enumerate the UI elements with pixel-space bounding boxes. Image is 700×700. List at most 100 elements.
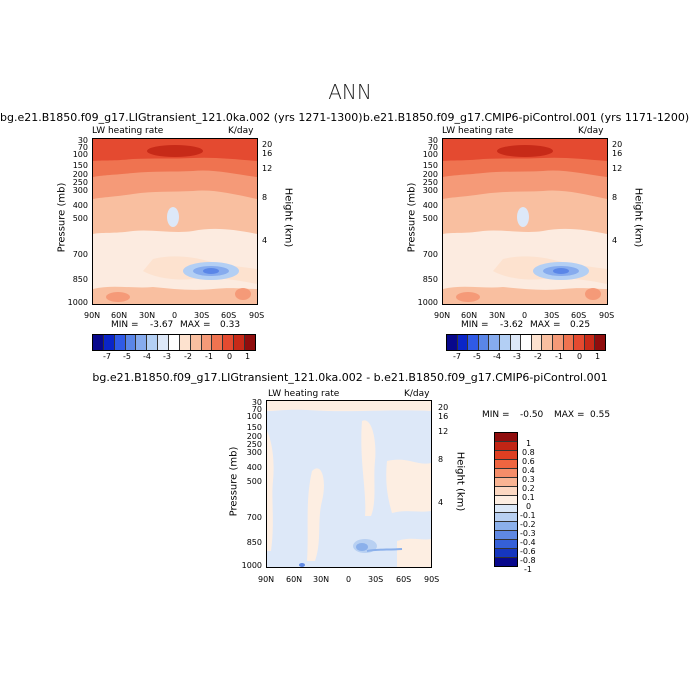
colorbar-swatch <box>510 335 522 350</box>
colorbar-swatch <box>495 486 517 496</box>
panel2-max-value: 0.25 <box>570 320 591 330</box>
panel1-plot-area <box>92 138 258 305</box>
panel1-y2tick: 20 <box>262 140 273 149</box>
panel2-xtick: 30S <box>544 311 560 320</box>
panel3-colorbar-label: 0.3 <box>522 475 535 484</box>
panel3-contour <box>267 401 431 567</box>
panel3-colorbar-label: -0.4 <box>520 538 536 547</box>
panel2-colorbar-label: -5 <box>473 352 481 361</box>
panel2-xtick: 60S <box>571 311 587 320</box>
panel1-ytick: 70 <box>77 143 88 152</box>
panel3-ytick: 1000 <box>241 561 262 570</box>
panel3-colorbar-label: 0.6 <box>522 457 535 466</box>
panel1-ytick: 500 <box>72 214 88 223</box>
colorbar-swatch <box>468 335 479 350</box>
colorbar-swatch <box>495 433 517 442</box>
panel3-xtick: 90N <box>258 575 275 584</box>
colorbar-swatch <box>495 468 517 478</box>
panel1-colorbar-label: -5 <box>123 352 131 361</box>
panel2-plot-area <box>442 138 608 305</box>
colorbar-swatch <box>158 335 170 350</box>
panel1-ytick: 850 <box>72 275 88 284</box>
panel3-ytick: 250 <box>246 440 262 449</box>
panel3-colorbar-label: -1 <box>524 565 532 574</box>
colorbar-swatch <box>93 335 104 350</box>
panel3-max-label: MAX = <box>554 410 585 420</box>
panel3-title: bg.e21.B1850.f09_g17.LIGtransient_121.0k… <box>92 371 608 384</box>
panel2-colorbar-label: 1 <box>595 352 601 361</box>
panel1-y2label: Height (km) <box>282 187 294 248</box>
panel1-xtick: 90S <box>249 311 265 320</box>
panel2-ytick: 30 <box>427 136 438 145</box>
colorbar-swatch <box>495 531 517 541</box>
panel3-colorbar-label: 0 <box>526 502 532 511</box>
panel2-ytick: 100 <box>422 150 438 159</box>
panel2-contour <box>443 139 607 304</box>
colorbar-swatch <box>495 495 517 505</box>
panel3-ytick: 400 <box>246 463 262 472</box>
panel1-variable-label: LW heating rate <box>92 126 164 136</box>
panel2-ytick: 70 <box>427 143 438 152</box>
panel1-colorbar-label: 1 <box>245 352 251 361</box>
panel2-ytick: 250 <box>422 178 438 187</box>
panel3-y2tick: 16 <box>438 412 449 421</box>
panel2-xtick: 30N <box>489 311 506 320</box>
colorbar-swatch <box>574 335 585 350</box>
panel1-max-value: 0.33 <box>220 320 241 330</box>
colorbar-swatch <box>495 459 517 469</box>
panel1-xtick: 90N <box>84 311 101 320</box>
panel2-colorbar-label: -7 <box>453 352 461 361</box>
panel1-xtick: 60N <box>111 311 128 320</box>
panel1-min-value: -3.67 <box>150 320 174 330</box>
colorbar-swatch <box>542 335 553 350</box>
panel1-ytick: 400 <box>72 201 88 210</box>
panel2-ytick: 300 <box>422 186 438 195</box>
panel3-ytick: 100 <box>246 412 262 421</box>
panel3-colorbar-label: -0.6 <box>520 547 536 556</box>
colorbar-swatch <box>212 335 224 350</box>
panel2-ytick: 500 <box>422 214 438 223</box>
panel1-colorbar-label: -1 <box>205 352 213 361</box>
panel2-max-label: MAX = <box>530 320 561 330</box>
colorbar-swatch <box>103 335 115 350</box>
panel1-ytick: 100 <box>72 150 88 159</box>
colorbar-swatch <box>499 335 511 350</box>
panel3-colorbar <box>494 432 518 567</box>
colorbar-swatch <box>201 335 213 350</box>
figure-title: ANN <box>328 80 372 104</box>
panel3-y2tick: 8 <box>438 455 444 464</box>
panel3-ytick: 500 <box>246 477 262 486</box>
panel2-xtick: 90S <box>599 311 615 320</box>
panel1-y2tick: 8 <box>262 193 268 202</box>
colorbar-swatch <box>147 335 159 350</box>
panel1-ytick: 700 <box>72 250 88 259</box>
panel3-colorbar-label: 0.2 <box>522 484 535 493</box>
panel2-colorbar-label: -3 <box>513 352 521 361</box>
panel2-ytick: 200 <box>422 170 438 179</box>
panel1-colorbar-label: -3 <box>163 352 171 361</box>
colorbar-swatch <box>495 513 517 523</box>
panel1-xtick: 30S <box>194 311 210 320</box>
colorbar-swatch <box>531 335 543 350</box>
colorbar-swatch <box>489 335 500 350</box>
panel3-units-label: K/day <box>404 389 430 399</box>
panel3-xtick: 60N <box>286 575 303 584</box>
panel2-ytick: 400 <box>422 201 438 210</box>
panel3-ytick: 200 <box>246 432 262 441</box>
colorbar-swatch <box>223 335 235 350</box>
colorbar-swatch <box>114 335 126 350</box>
panel3-min-value: -0.50 <box>520 410 544 420</box>
panel1-yticks: 30 <box>64 136 88 145</box>
colorbar-swatch <box>245 335 255 350</box>
panel1-colorbar-label: -7 <box>103 352 111 361</box>
colorbar-swatch <box>552 335 564 350</box>
panel2-y2tick: 4 <box>612 236 618 245</box>
panel1-ytick: 200 <box>72 170 88 179</box>
colorbar-swatch <box>495 558 517 567</box>
colorbar-swatch <box>179 335 191 350</box>
panel3-variable-label: LW heating rate <box>268 389 340 399</box>
colorbar-swatch <box>495 522 517 532</box>
panel3-colorbar-label: 1 <box>526 439 532 448</box>
panel1-colorbar-label: -4 <box>143 352 151 361</box>
colorbar-swatch <box>584 335 596 350</box>
